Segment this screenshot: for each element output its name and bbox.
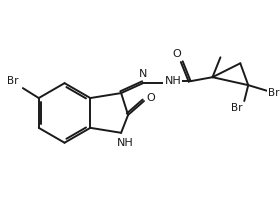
Text: Br: Br xyxy=(7,76,19,86)
Text: N: N xyxy=(139,69,147,79)
Text: NH: NH xyxy=(117,138,134,148)
Text: O: O xyxy=(146,93,155,103)
Text: Br: Br xyxy=(268,88,280,98)
Text: O: O xyxy=(172,49,181,59)
Text: NH: NH xyxy=(164,76,181,86)
Text: Br: Br xyxy=(230,103,242,113)
